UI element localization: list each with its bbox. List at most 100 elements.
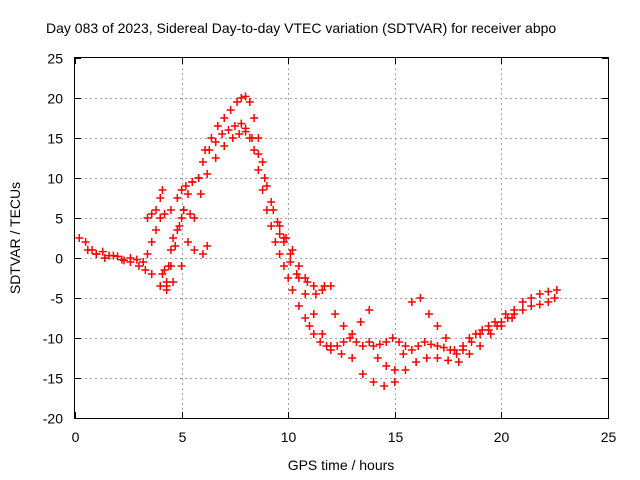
data-point-lower-band: [177, 262, 186, 270]
data-point-main-trace: [224, 126, 233, 134]
data-point-main-trace: [258, 186, 267, 194]
data-point-lower-band: [444, 356, 453, 365]
data-point-scatter-segments: [186, 210, 195, 218]
data-point-scatter-segments: [467, 338, 476, 346]
data-point-scatter-segments: [164, 262, 173, 270]
data-point-upper-band: [233, 98, 242, 106]
data-point-scatter-segments: [275, 230, 284, 238]
data-point-upper-band: [158, 186, 167, 194]
data-point-scatter-segments: [484, 326, 493, 334]
data-point-lower-band: [286, 250, 295, 258]
data-point-upper-band: [226, 106, 235, 114]
data-point-upper-band: [201, 146, 210, 154]
data-point-scatter-segments: [339, 322, 348, 330]
data-point-main-trace: [75, 234, 84, 242]
data-point-upper-band: [147, 210, 156, 218]
y-tick-label: 20: [47, 91, 63, 107]
data-point-lower-band: [476, 342, 485, 350]
data-point-main-trace: [81, 238, 90, 246]
data-point-scatter-segments: [320, 282, 329, 290]
data-point-main-trace: [275, 250, 284, 258]
data-point-scatter-segments: [399, 350, 408, 358]
chart-title: Day 083 of 2023, Sidereal Day-to-day VTE…: [46, 20, 556, 36]
data-point-lower-band: [134, 262, 143, 270]
x-tick-labels: 0 5 10 15 20 25: [72, 429, 617, 445]
data-point-main-trace: [139, 258, 148, 266]
data-point-lower-band: [401, 366, 410, 374]
data-point-scatter-segments: [160, 266, 169, 274]
data-point-lower-band: [211, 154, 220, 162]
data-point-lower-band: [203, 170, 212, 178]
data-point-lower-band: [241, 127, 250, 136]
data-point-lower-band: [390, 378, 399, 386]
data-point-upper-band: [171, 242, 180, 250]
data-point-scatter-segments: [179, 206, 188, 214]
data-point-upper-band: [194, 174, 203, 182]
data-point-main-trace: [550, 294, 559, 302]
y-tick-label: 25: [47, 51, 63, 67]
data-point-lower-band: [109, 251, 118, 260]
data-point-upper-band: [258, 158, 267, 166]
data-point-scatter-segments: [348, 330, 357, 338]
data-point-scatter-segments: [390, 366, 399, 374]
x-tick-label: 20: [494, 429, 510, 445]
data-point-lower-band: [267, 198, 276, 206]
data-point-scatter-segments: [169, 234, 178, 242]
data-point-main-trace: [401, 342, 410, 350]
y-tick-label: 15: [47, 131, 63, 147]
data-point-lower-band: [326, 342, 335, 350]
data-point-upper-band: [207, 134, 216, 142]
data-point-main-trace: [294, 302, 303, 310]
data-point-main-trace: [382, 338, 391, 346]
data-point-upper-band: [220, 114, 229, 122]
data-point-scatter-segments: [203, 242, 212, 250]
data-point-lower-band: [422, 354, 431, 362]
data-point-main-trace: [160, 210, 169, 218]
data-point-main-trace: [433, 342, 442, 350]
data-point-main-trace: [284, 274, 293, 282]
y-tick-label: -15: [43, 371, 63, 387]
data-point-main-trace: [535, 300, 544, 309]
data-point-lower-band: [273, 218, 282, 226]
data-point-lower-band: [380, 382, 389, 390]
data-point-scatter-segments: [441, 334, 450, 342]
x-tick-label: 25: [601, 429, 617, 445]
data-point-lower-band: [147, 270, 156, 278]
data-point-main-trace: [395, 338, 404, 346]
data-point-lower-band: [196, 190, 205, 198]
data-point-main-trace: [544, 298, 553, 306]
data-point-main-trace: [98, 247, 107, 256]
data-point-upper-band: [309, 282, 318, 290]
y-tick-label: -20: [43, 411, 63, 427]
plot-frame: [74, 57, 609, 419]
x-tick-label: 15: [388, 429, 404, 445]
data-point-lower-band: [508, 314, 517, 322]
data-point-scatter-segments: [373, 354, 382, 362]
data-point-main-trace: [316, 338, 325, 346]
data-point-main-trace: [301, 314, 310, 322]
data-point-scatter-segments: [190, 246, 199, 254]
data-point-main-trace: [309, 330, 318, 338]
data-point-scatter-segments: [303, 278, 312, 286]
data-point-upper-band: [156, 194, 165, 202]
data-point-main-trace: [339, 338, 348, 346]
data-point-scatter-segments: [424, 310, 433, 318]
data-point-main-trace: [181, 182, 190, 190]
data-point-scatter-segments: [365, 306, 374, 314]
data-point-scatter-segments: [286, 258, 295, 266]
data-point-lower-band: [318, 330, 327, 338]
data-point-main-trace: [279, 262, 288, 270]
data-point-main-trace: [177, 186, 186, 194]
data-point-scatter-segments: [433, 322, 442, 330]
data-point-scatter-segments: [173, 226, 182, 234]
data-point-main-trace: [156, 214, 165, 222]
data-point-lower-band: [309, 310, 318, 318]
data-point-main-trace: [230, 122, 239, 130]
data-points: [75, 92, 561, 390]
data-point-scatter-segments: [510, 306, 519, 314]
data-point-upper-band: [294, 262, 303, 270]
y-tick-label: 10: [47, 171, 63, 187]
data-point-upper-band: [213, 122, 222, 130]
data-point-upper-band: [188, 178, 197, 186]
y-axis-label: SDTVAR / TECUs: [7, 182, 23, 294]
